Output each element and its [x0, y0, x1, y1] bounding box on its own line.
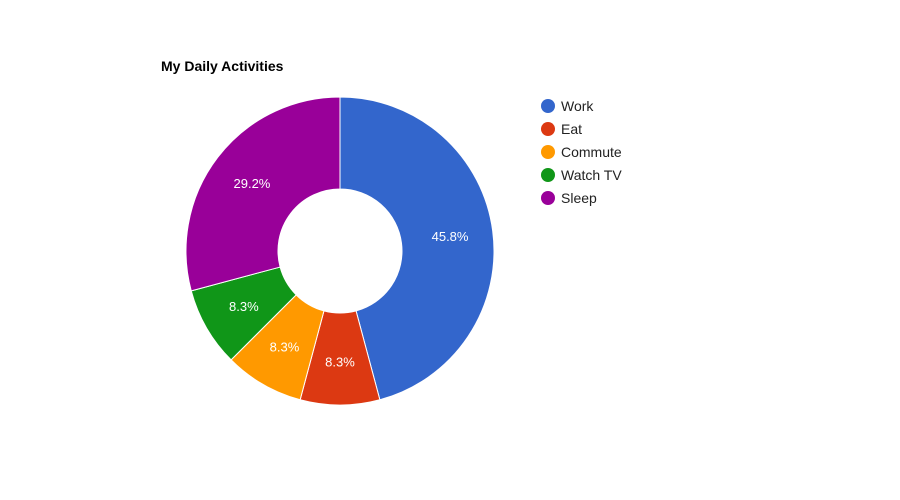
slice-label-watch-tv: 8.3%	[229, 299, 259, 314]
slice-sleep[interactable]	[185, 96, 341, 292]
legend-item-work[interactable]: Work	[541, 94, 622, 117]
legend-label-watch-tv: Watch TV	[561, 166, 622, 183]
slice-label-work: 45.8%	[432, 229, 469, 244]
legend-label-commute: Commute	[561, 143, 622, 160]
legend-swatch-sleep	[541, 190, 555, 205]
legend-item-eat[interactable]: Eat	[541, 117, 622, 140]
slice-label-sleep: 29.2%	[234, 176, 271, 191]
legend-label-work: Work	[561, 97, 594, 114]
legend-swatch-watch-tv	[541, 167, 555, 182]
legend-item-commute[interactable]: Commute	[541, 140, 622, 163]
legend-label-eat: Eat	[561, 120, 583, 137]
legend-swatch-work	[541, 98, 555, 113]
slice-work[interactable]	[339, 96, 495, 401]
chart-title: My Daily Activities	[161, 58, 284, 74]
legend-swatch-commute	[541, 144, 555, 159]
slice-label-commute: 8.3%	[270, 340, 300, 355]
legend-label-sleep: Sleep	[561, 189, 597, 206]
legend-item-watch-tv[interactable]: Watch TV	[541, 163, 622, 186]
legend-swatch-eat	[541, 121, 555, 136]
chart-legend: Work Eat Commute Watch TV Sleep	[541, 94, 622, 209]
slice-label-eat: 8.3%	[325, 355, 355, 370]
legend-item-sleep[interactable]: Sleep	[541, 186, 622, 209]
